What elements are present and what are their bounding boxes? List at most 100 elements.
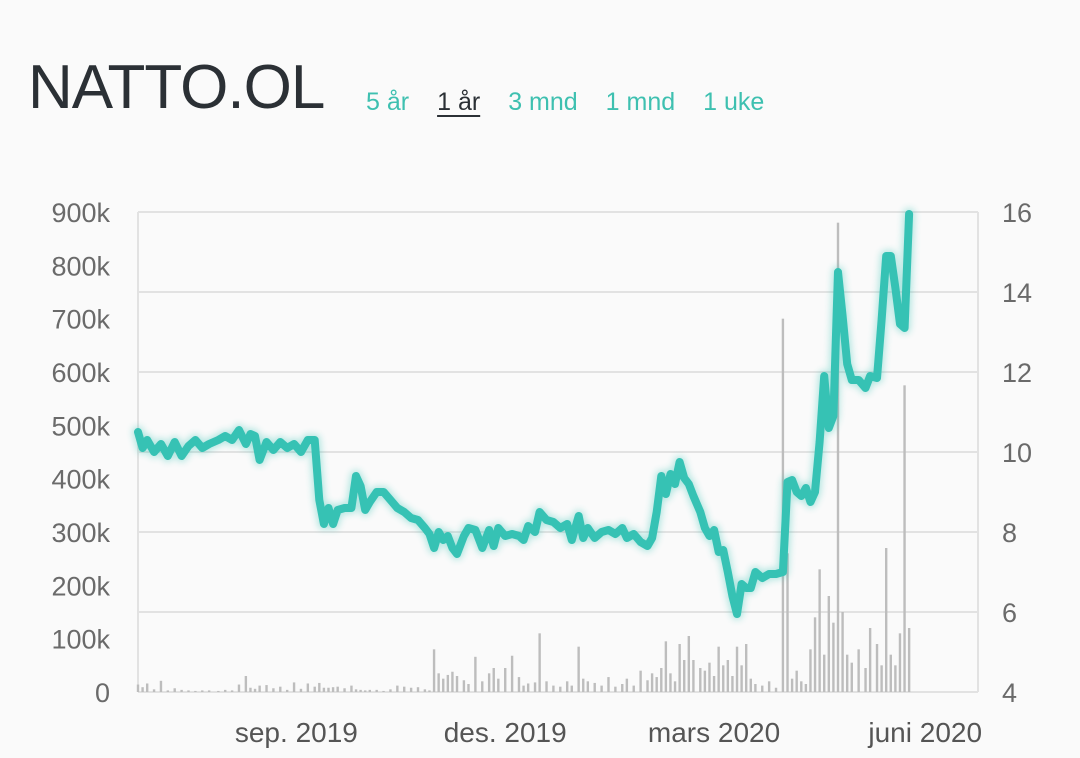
volume-bar (187, 690, 190, 692)
volume-bar (306, 683, 310, 692)
volume-bar (813, 617, 817, 692)
volume-bar (749, 678, 752, 692)
volume-bar (857, 649, 860, 692)
volume-bar (258, 685, 261, 692)
volume-bar (761, 685, 764, 692)
volume-bar (249, 687, 252, 692)
volume-bar (437, 673, 440, 692)
volume-bar (403, 686, 406, 692)
volume-bar (152, 689, 156, 692)
date-tick-label: mars 2020 (648, 717, 780, 748)
volume-bar (632, 685, 635, 692)
price-tick-label: 16 (1002, 198, 1032, 228)
volume-bar (664, 641, 668, 692)
price-axis: 4 6 8 10 12 14 16 (1002, 198, 1032, 708)
volume-bar (577, 646, 580, 692)
range-5-years[interactable]: 5 år (366, 88, 410, 116)
volume-bar (818, 569, 821, 692)
volume-bar (368, 689, 372, 692)
volume-bar (201, 690, 204, 692)
volume-bar (423, 689, 427, 692)
volume-bar (354, 689, 358, 692)
volume-bar (481, 681, 484, 692)
volume-bar (800, 681, 803, 692)
volume-bar (409, 687, 413, 692)
volume-tick-label: 500k (51, 411, 110, 441)
volume-bar (522, 685, 525, 692)
volume-bar (244, 676, 248, 692)
volume-bar (141, 687, 144, 692)
volume-bar (224, 689, 227, 692)
volume-bar (359, 689, 362, 692)
volume-bar (492, 668, 495, 692)
volume-bar (907, 628, 911, 692)
volume-tick-label: 200k (51, 571, 110, 601)
volume-tick-label: 300k (51, 518, 110, 548)
volume-bar (845, 654, 849, 692)
volume-bar (894, 665, 897, 692)
volume-bar (375, 689, 378, 692)
volume-bar (145, 683, 149, 692)
volume-tick-label: 0 (95, 678, 110, 708)
range-1-month[interactable]: 1 mnd (605, 88, 676, 116)
range-selector: 5 år 1 år 3 mnd 1 mnd 1 uke (366, 88, 764, 117)
volume-tick-label: 600k (51, 358, 110, 388)
volume-bar (586, 681, 590, 692)
range-3-months[interactable]: 3 mnd (508, 88, 578, 116)
volume-bar (428, 690, 431, 692)
volume-bar (767, 681, 771, 692)
volume-bars (136, 222, 911, 692)
volume-bar (364, 690, 367, 692)
volume-bar (593, 682, 596, 692)
volume-bar (136, 684, 140, 692)
volume-bar (795, 670, 798, 692)
volume-bar (880, 665, 883, 692)
volume-bar (504, 668, 507, 692)
range-1-year[interactable]: 1 år (437, 88, 481, 116)
volume-bar (687, 636, 691, 692)
volume-bar (455, 676, 459, 692)
date-tick-label: des. 2019 (444, 717, 567, 748)
volume-bar (708, 662, 711, 692)
volume-bar (331, 687, 335, 692)
volume-bar (318, 682, 321, 692)
volume-bar (827, 596, 831, 692)
volume-bar (237, 684, 241, 692)
volume-bar (462, 680, 466, 692)
volume-tick-label: 800k (51, 251, 110, 281)
volume-bar (474, 656, 477, 692)
volume-bar (731, 676, 734, 692)
volume-axis: 0 100k 200k 300k 400k 500k 600k 700k 800k 900k (51, 198, 110, 708)
volume-tick-label: 100k (51, 625, 110, 655)
price-tick-label: 10 (1002, 438, 1032, 468)
volume-bar (517, 677, 521, 692)
volume-bar (889, 654, 892, 692)
volume-bar (744, 644, 748, 692)
volume-bar (646, 680, 649, 692)
volume-bar (809, 649, 812, 692)
volume-bar (292, 682, 296, 692)
volume-bar (382, 690, 385, 692)
volume-bar (327, 687, 330, 692)
price-tick-label: 8 (1002, 518, 1017, 548)
volume-bar (526, 683, 530, 692)
volume-bar (884, 548, 888, 692)
volume-bar (442, 678, 445, 692)
volume-bar (545, 681, 548, 692)
date-axis: sep. 2019 des. 2019 mars 2020 juni 2020 (235, 717, 982, 748)
range-1-week[interactable]: 1 uke (703, 88, 765, 116)
volume-bar (841, 612, 844, 692)
volume-bar (451, 671, 454, 692)
price-tick-label: 14 (1002, 278, 1032, 308)
volume-bar (774, 687, 778, 692)
volume-bar (336, 686, 339, 692)
volume-bar (467, 684, 470, 692)
volume-bar (692, 660, 695, 692)
date-tick-label: sep. 2019 (235, 717, 358, 748)
volume-bar (446, 674, 450, 692)
volume-bar (194, 690, 197, 692)
volume-bar (600, 685, 603, 692)
price-line-glow (132, 208, 916, 620)
volume-bar (735, 646, 739, 692)
volume-bar (350, 685, 353, 692)
